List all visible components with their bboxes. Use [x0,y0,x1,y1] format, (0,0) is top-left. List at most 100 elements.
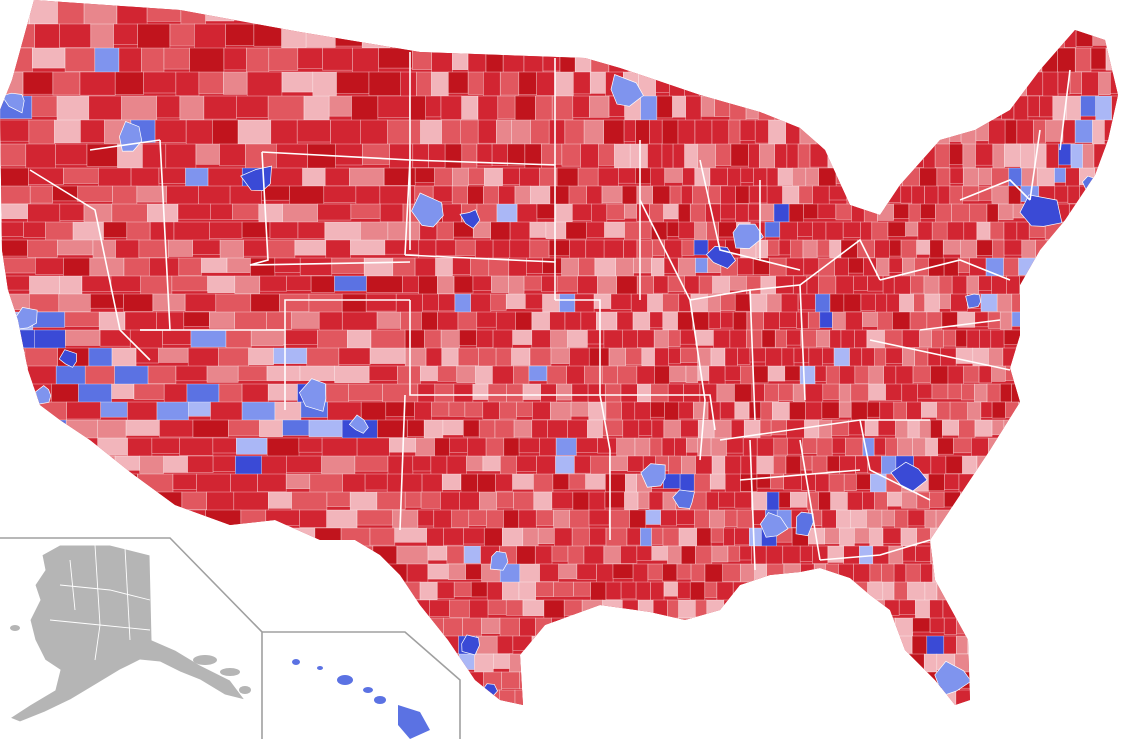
county-cell [778,491,791,509]
county-cell [664,167,683,183]
county-cell [299,257,333,276]
county-cell [755,239,768,259]
county-cell [804,419,820,440]
county-cell [689,203,706,223]
county-cell [765,545,784,566]
county-cell [469,257,490,278]
county-cell [266,311,292,330]
county-cell [949,167,964,184]
county-cell [634,401,651,421]
county-cell [478,347,497,370]
county-cell [234,275,261,295]
county-cell [707,185,721,204]
county-cell [577,167,599,189]
county-cell [780,293,799,314]
county-cell [606,203,625,220]
county-cell [237,119,272,149]
county-cell [785,455,802,478]
county-cell [623,239,638,261]
blue-county-cluster [348,414,369,434]
county-cell [203,95,237,120]
county-cell [674,437,687,458]
county-cell [634,437,651,458]
county-cell [257,473,287,493]
county-cell [477,95,499,124]
county-cell [799,365,816,385]
county-cell [902,347,915,367]
county-cell [773,437,788,456]
county-cell [942,329,957,347]
county-cell [156,401,189,423]
county-cell [285,473,311,489]
county-cell [588,509,610,526]
county-cell [697,419,715,442]
county-cell [711,455,726,475]
county-cell [449,599,470,618]
county-cell [734,383,753,403]
county-cell [0,185,31,205]
county-cell [210,203,233,220]
county-cell [457,311,478,331]
county-cell [782,185,800,206]
county-cell [931,221,948,242]
county-cell [368,365,398,381]
county-cell [924,581,938,602]
county-cell [503,509,519,531]
county-cell [667,329,681,347]
county-cell [364,473,388,491]
county-cell [651,545,668,561]
county-cell [934,203,952,224]
county-cell [291,311,320,329]
county-cell [294,239,327,256]
county-cell [461,143,478,171]
county-cell [175,365,208,382]
county-cell [853,275,868,291]
county-cell [650,581,665,601]
county-cell [512,473,534,490]
county-cell [662,311,678,331]
county-cell [1074,119,1093,143]
county-cell [1098,71,1111,96]
county-cell [466,437,487,458]
county-cell [912,365,931,384]
county-cell [513,419,533,438]
county-cell [430,455,448,478]
county-cell [748,527,762,547]
county-cell [727,545,741,562]
county-cell [296,119,331,143]
county-cell [565,221,588,240]
county-cell [138,239,169,258]
county-cell [937,185,951,205]
county-cell [678,401,694,420]
county-cell [425,347,443,369]
county-cell [956,635,969,655]
county-cell [886,491,902,507]
county-cell [726,437,744,454]
county-cell [207,275,236,294]
county-cell [888,239,902,257]
county-cell [464,401,484,418]
county-cell [463,527,485,545]
county-cell [154,119,187,143]
county-cell [604,473,626,493]
county-cell [547,419,568,439]
county-cell [453,275,474,294]
county-cell [713,419,732,439]
county-cell [727,167,742,189]
county-cell [34,257,64,275]
county-cell [1095,95,1112,124]
county-cell [1021,239,1036,260]
county-cell [912,437,926,458]
county-cell [942,419,960,436]
county-cell [678,599,696,619]
county-cell [949,401,968,421]
county-cell [476,311,497,328]
county-cell [460,119,479,148]
county-cell [943,473,960,490]
county-cell [866,401,881,418]
county-cell [1045,119,1064,142]
county-cell [689,581,706,603]
county-cell [830,491,848,511]
county-cell [147,203,179,222]
county-cell [31,47,66,69]
